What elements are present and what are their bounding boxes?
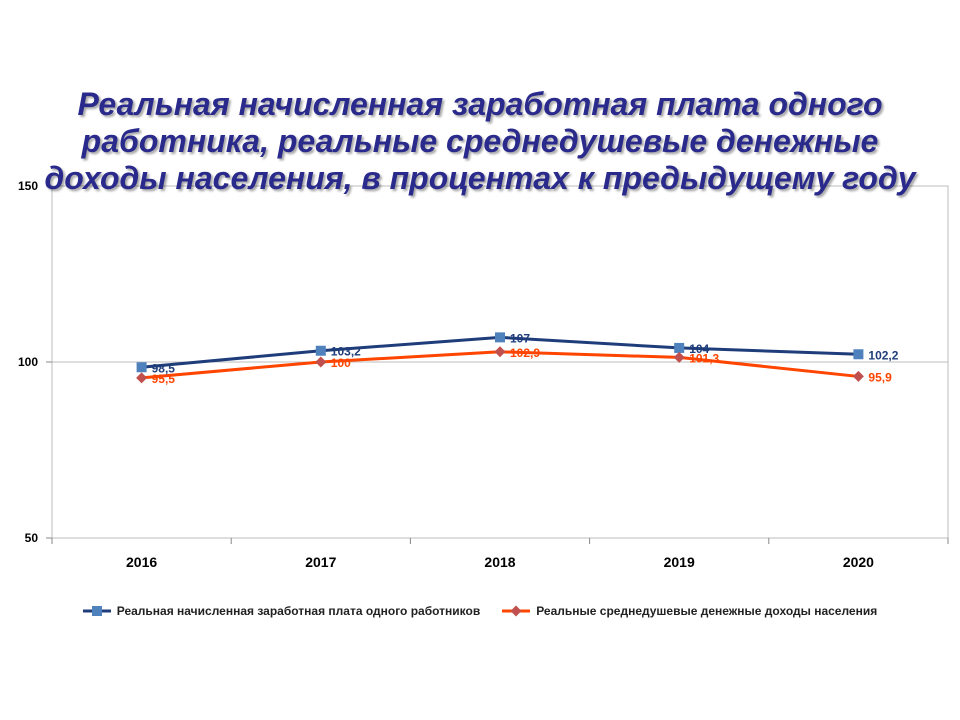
data-label: 100 [331,356,351,370]
y-tick-label: 50 [25,531,39,545]
data-point [136,362,147,373]
legend-item-1: Реальная начисленная заработная плата од… [82,604,481,618]
data-label: 107 [510,331,530,345]
data-point [674,342,685,353]
data-label: 102,9 [510,346,540,360]
data-label: 104 [689,342,709,356]
legend-label: Реальная начисленная заработная плата од… [116,604,481,618]
x-tick-label: 2019 [664,554,695,570]
data-point [136,372,148,384]
data-point [852,370,864,382]
data-point [494,346,506,358]
y-tick-label: 100 [18,355,38,369]
legend-swatch [82,606,111,616]
y-tick-label: 150 [18,179,38,193]
legend-label: Реальные среднедушевые денежные доходы н… [536,604,878,618]
data-point [495,332,505,343]
data-point [315,356,327,368]
legend-swatch [502,605,531,617]
data-label: 103,2 [331,345,361,359]
legend: Реальная начисленная заработная плата од… [0,604,960,618]
data-point [853,349,864,360]
data-label: 102,2 [868,348,898,362]
legend-item-2: Реальные среднедушевые денежные доходы н… [502,604,877,618]
x-tick-label: 2017 [305,554,336,570]
chart-title: Реальная начисленная заработная плата од… [44,86,916,196]
data-labels: 98,5 103,2 107 104 102,2 95,5 100 102,9 101,3 95,… [152,331,899,385]
x-tick-label: 2016 [126,554,157,570]
data-point [315,345,326,356]
x-tick-label: 2020 [843,554,874,570]
x-tick-label: 2018 [484,554,515,570]
data-point [673,351,685,363]
data-label: 95,9 [868,370,892,384]
data-label: 98,5 [152,361,176,375]
data-label: 95,5 [152,372,176,386]
data-label: 101,3 [689,351,719,365]
series-group [136,332,864,384]
